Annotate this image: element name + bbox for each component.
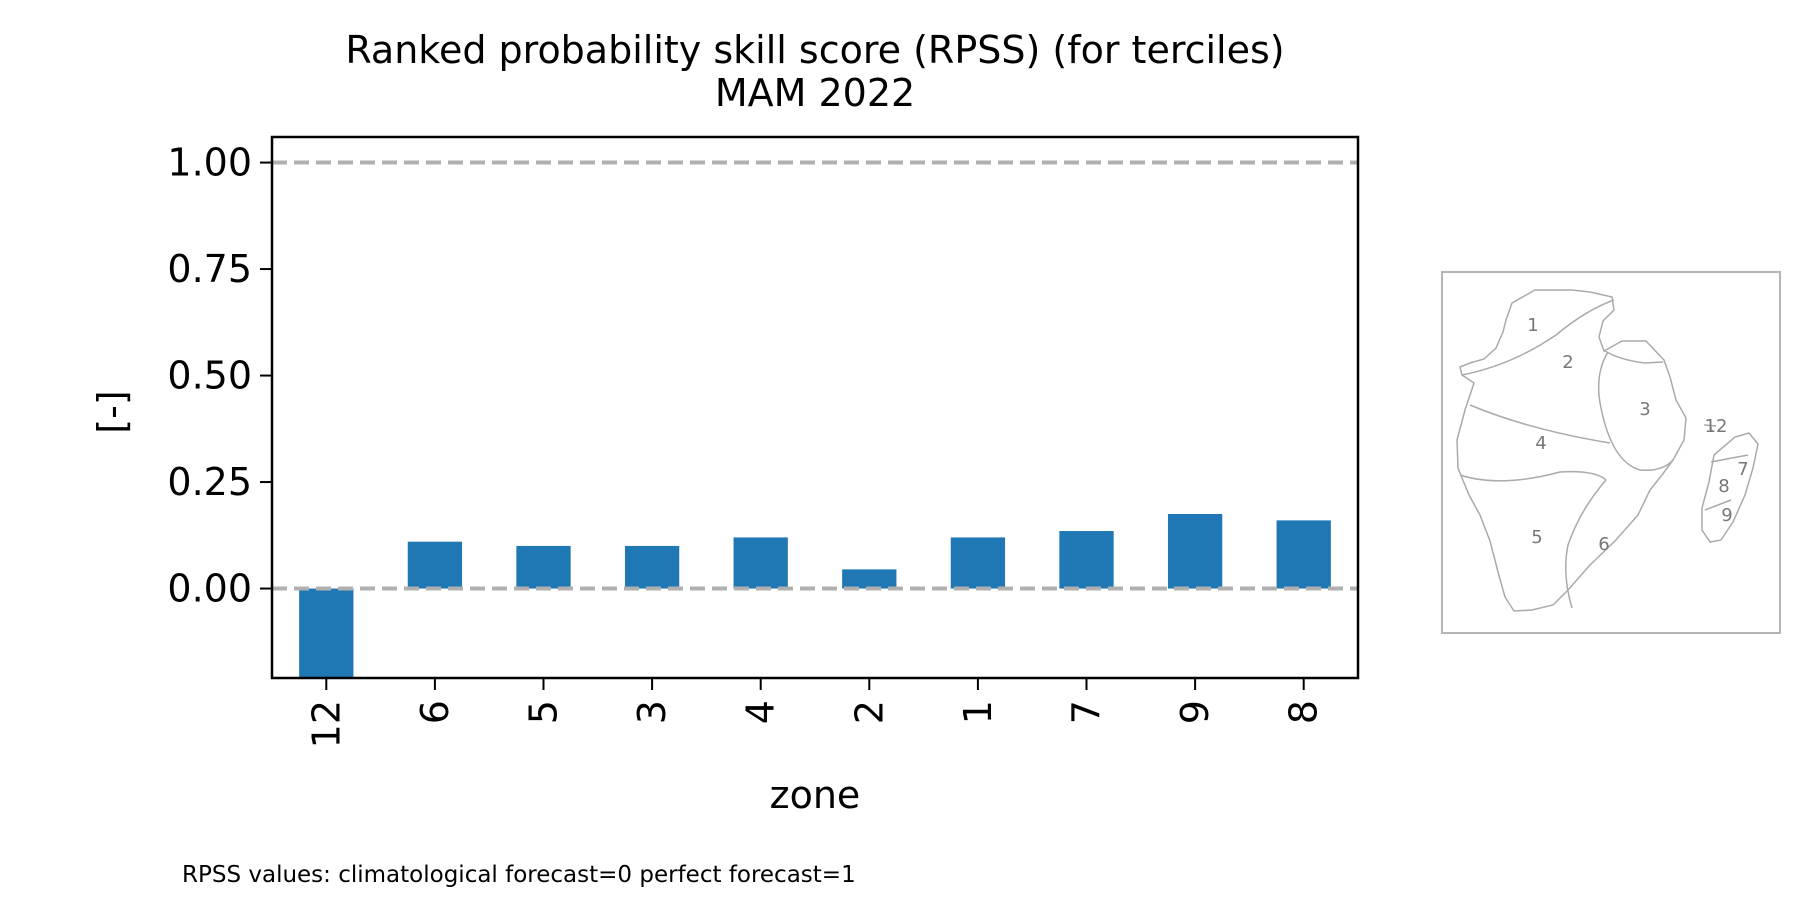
bar-zone-9 (1167, 513, 1223, 589)
x-tick-label: 7 (1065, 700, 1109, 724)
x-tick-label: 12 (304, 700, 348, 748)
plot-frame (270, 135, 1360, 680)
y-axis-label: [-] (90, 390, 134, 433)
zone-label-4: 4 (1535, 433, 1546, 454)
zone-map-outline (1456, 289, 1759, 612)
bar-zone-2 (842, 569, 897, 589)
zone-labels: 1 2 3 12 4 7 8 9 5 6 (1527, 315, 1748, 555)
zone-label-1: 1 (1527, 315, 1538, 336)
x-tick-label: 6 (413, 700, 457, 724)
bar-zone-7 (1059, 531, 1114, 589)
zone-label-3: 3 (1639, 399, 1650, 420)
x-tick-label: 5 (522, 700, 566, 724)
zone-label-8: 8 (1718, 476, 1729, 497)
inset-frame (1441, 271, 1781, 634)
zone-label-9: 9 (1721, 505, 1732, 526)
x-tick-label: 8 (1282, 700, 1326, 724)
plot-area: 0.00 0.25 0.50 0.75 1.00 12 6 5 3 4 2 1 7 9 8 (167, 135, 1360, 748)
y-tick-label: 0.00 (167, 567, 252, 611)
bar-zone-5 (516, 545, 571, 589)
bar-zone-12 (299, 588, 354, 678)
zone-label-12: 12 (1705, 416, 1728, 437)
zone-label-6: 6 (1598, 534, 1609, 555)
x-tick-label: 1 (956, 700, 1000, 724)
x-axis-label: zone (770, 773, 861, 817)
x-tick-label: 9 (1173, 700, 1217, 724)
x-tick-label: 3 (630, 700, 674, 724)
chart-subtitle: MAM 2022 (715, 71, 915, 115)
y-tick-label: 0.50 (167, 354, 252, 398)
bar-zone-8 (1276, 520, 1331, 589)
bar-zone-4 (733, 537, 788, 589)
zone-label-7: 7 (1737, 459, 1748, 480)
zone-label-5: 5 (1531, 527, 1542, 548)
footnote: RPSS values: climatological forecast=0 p… (182, 862, 856, 888)
zone-label-2: 2 (1562, 352, 1573, 373)
y-tick-label: 0.25 (167, 460, 252, 504)
x-tick-label: 4 (739, 700, 783, 724)
y-tick-label: 0.75 (167, 247, 252, 291)
chart-title: Ranked probability skill score (RPSS) (f… (345, 28, 1284, 72)
bar-zone-1 (950, 537, 1006, 589)
zone-map-inset: 1 2 3 12 4 7 8 9 5 6 (1441, 271, 1781, 634)
bar-zone-3 (624, 545, 680, 589)
x-tick-label: 2 (847, 700, 891, 724)
bar-zone-6 (407, 541, 463, 589)
y-tick-label: 1.00 (167, 141, 252, 185)
